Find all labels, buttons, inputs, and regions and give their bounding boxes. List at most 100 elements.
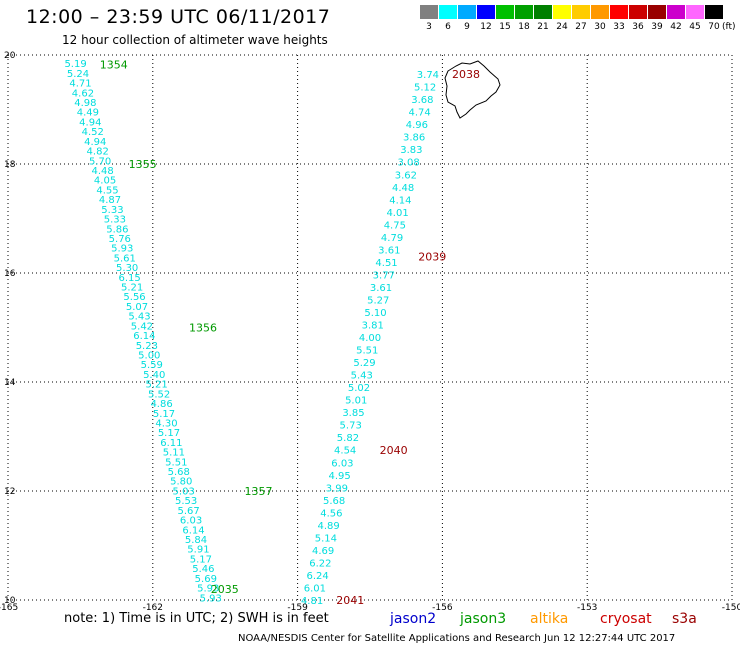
satellite-altika: altika: [530, 611, 569, 627]
wave-height-value: 6.11: [160, 438, 182, 449]
wave-height-value: 6.22: [309, 558, 331, 569]
x-axis-tick: -150: [722, 603, 740, 613]
x-axis-tick: -165: [0, 603, 18, 613]
wave-height-value: 4.86: [150, 399, 172, 410]
wave-height-value: 5.07: [126, 302, 148, 313]
wave-height-value: 5.86: [106, 224, 128, 235]
satellite-tracks: 5.195.244.714.624.984.494.944.524.944.82…: [64, 58, 480, 607]
legend-label: 15: [499, 22, 511, 32]
wave-height-value: 5.51: [165, 457, 187, 468]
wave-height-value: 5.56: [123, 292, 145, 303]
y-axis-tick: 12: [4, 487, 15, 497]
legend-label: 6: [445, 22, 451, 32]
wave-height-value: 4.30: [155, 418, 177, 429]
pass-time-label: 1355: [129, 158, 157, 171]
wave-height-value: 5.21: [146, 380, 168, 391]
wave-height-value: 6.03: [180, 516, 202, 527]
wave-height-value: 5.19: [64, 59, 86, 70]
wave-height-value: 4.56: [320, 508, 342, 519]
wave-height-value: 4.62: [72, 88, 94, 99]
legend-label: 36: [632, 22, 644, 32]
legend-unit: (ft): [722, 22, 736, 32]
wave-height-value: 4.71: [69, 79, 91, 90]
wave-height-value: 4.01: [386, 208, 408, 219]
wave-height-value: 5.03: [173, 486, 195, 497]
legend-swatch: [705, 5, 723, 19]
wave-height-value: 6.14: [133, 331, 155, 342]
legend-swatch: [420, 5, 438, 19]
pass-time-label: 1357: [245, 485, 273, 498]
wave-height-value: 5.73: [340, 421, 362, 432]
wave-height-value: 6.15: [118, 273, 140, 284]
footer-note: note: 1) Time is in UTC; 2) SWH is in fe…: [64, 611, 329, 626]
y-axis-tick: 14: [4, 378, 16, 388]
legend-swatch: [477, 5, 495, 19]
wave-height-value: 5.84: [185, 535, 207, 546]
wave-height-value: 5.24: [67, 69, 89, 80]
wave-height-value: 5.33: [104, 215, 126, 226]
wave-height-value: 5.61: [114, 253, 136, 264]
wave-height-value: 4.00: [359, 333, 381, 344]
legend-swatch: [629, 5, 647, 19]
legend-swatch: [553, 5, 571, 19]
credit-line: NOAA/NESDIS Center for Satellite Applica…: [238, 633, 676, 644]
satellite-jason2: jason2: [390, 611, 437, 627]
x-axis-tick: -162: [143, 603, 163, 613]
wave-height-value: 5.67: [177, 506, 199, 517]
wave-height-value: 5.01: [345, 396, 367, 407]
legend-swatch: [591, 5, 609, 19]
wave-height-value: 4.05: [94, 176, 116, 187]
wave-height-value: 5.12: [414, 83, 436, 94]
wave-height-value: 4.49: [77, 108, 99, 119]
legend-label: 45: [689, 22, 701, 32]
wave-height-value: 5.80: [170, 477, 192, 488]
y-axis-tick: 16: [4, 269, 16, 279]
wave-height-value: 5.00: [138, 351, 160, 362]
wave-height-value: 5.40: [143, 370, 165, 381]
legend-label: 70: [708, 22, 720, 32]
legend-label: 33: [613, 22, 625, 32]
wave-height-value: 4.95: [329, 471, 351, 482]
legend-swatch: [648, 5, 666, 19]
wave-height-value: 3.61: [370, 283, 392, 294]
wave-height-value: 6.01: [304, 583, 326, 594]
legend-label: 12: [480, 22, 492, 32]
legend-label: 3: [426, 22, 432, 32]
wave-height-value: 4.96: [406, 120, 428, 131]
wave-height-value: 4.75: [384, 220, 406, 231]
legend-label: 39: [651, 22, 663, 32]
wave-height-value: 5.53: [175, 496, 197, 507]
legend-swatch: [610, 5, 628, 19]
wave-height-value: 3.68: [411, 95, 433, 106]
wave-height-value: 5.52: [148, 389, 170, 400]
pass-time-label: 1354: [100, 58, 128, 71]
wave-height-value: 6.24: [306, 571, 328, 582]
satellite-cryosat: cryosat: [600, 611, 652, 627]
wave-height-value: 5.59: [141, 360, 163, 371]
hawaii-coastline: [444, 60, 501, 119]
wave-height-value: 3.86: [403, 133, 425, 144]
wave-height-value: 4.14: [389, 195, 411, 206]
legend-label: 27: [575, 22, 587, 32]
wave-height-value: 5.23: [136, 341, 158, 352]
map-subtitle: 12 hour collection of altimeter wave hei…: [62, 33, 328, 47]
pass-time-label: 2040: [380, 444, 408, 457]
wave-height-value: 5.33: [101, 205, 123, 216]
wave-height-value: 5.11: [163, 448, 185, 459]
wave-height-value: 5.02: [348, 383, 370, 394]
wave-height-value: 4.98: [74, 98, 96, 109]
wave-height-value: 4.74: [409, 108, 431, 119]
wave-height-value: 5.10: [364, 308, 386, 319]
wave-height-value: 4.94: [84, 137, 106, 148]
y-axis-tick: 10: [4, 596, 16, 606]
wave-height-value: 3.81: [362, 321, 384, 332]
wave-height-value: 4.48: [91, 166, 113, 177]
wave-height-value: 5.42: [131, 321, 153, 332]
wave-height-value: 5.51: [356, 346, 378, 357]
wave-height-value: 3.85: [342, 408, 364, 419]
satellite-s3a: s3a: [672, 611, 697, 627]
wave-height-value: 4.55: [96, 185, 118, 196]
wave-height-value: 5.82: [337, 433, 359, 444]
map-title: 12:00 – 23:59 UTC 06/11/2017: [26, 6, 331, 28]
